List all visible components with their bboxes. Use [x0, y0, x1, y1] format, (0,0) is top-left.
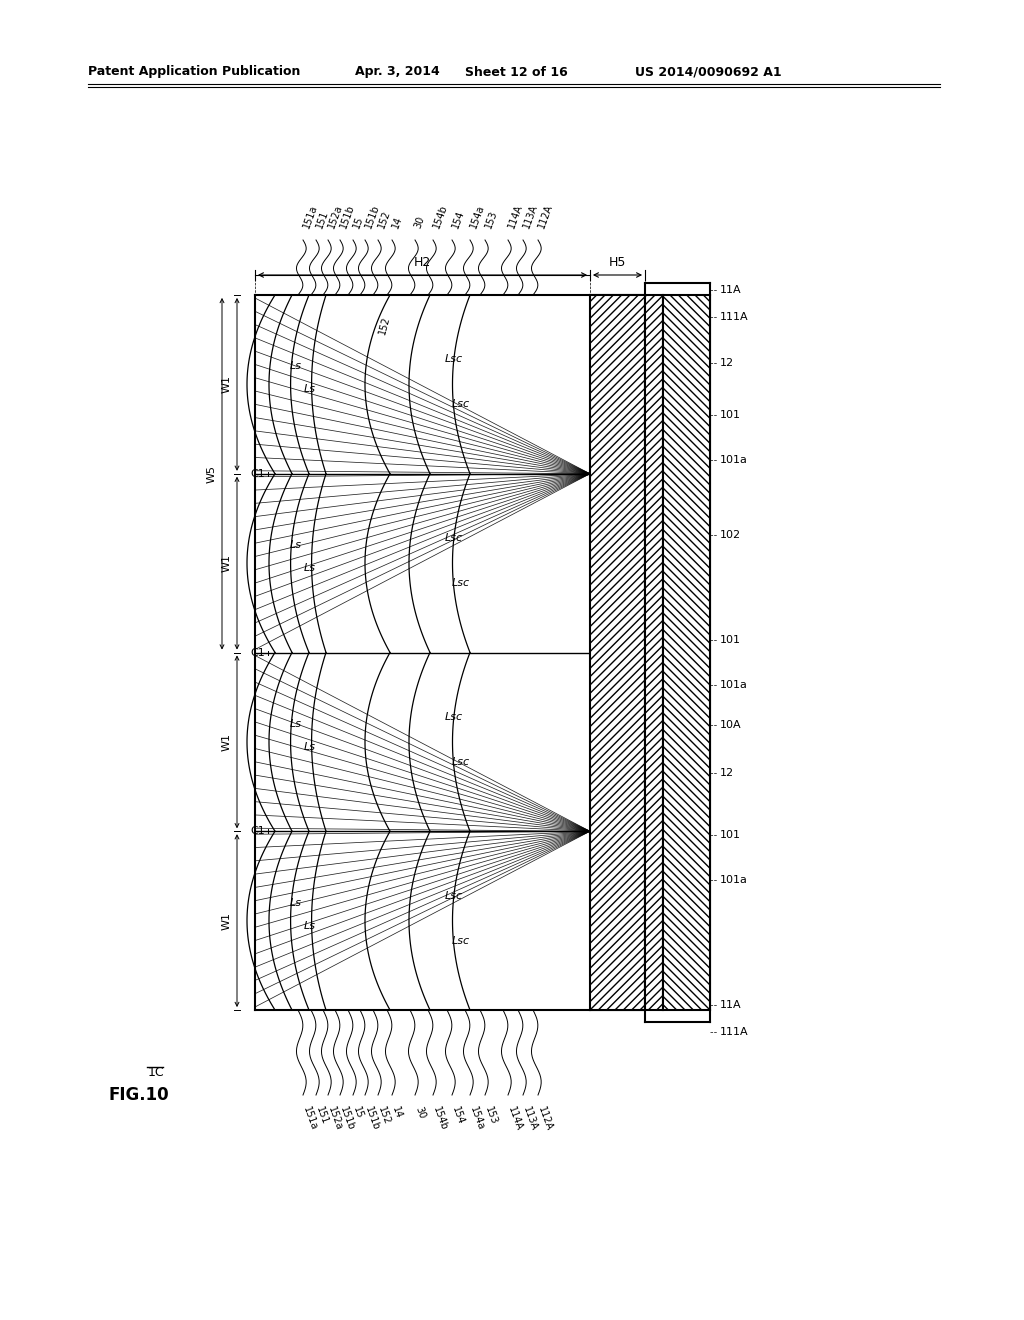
Text: 11A: 11A — [720, 1001, 741, 1010]
Text: Ls: Ls — [304, 384, 316, 395]
Text: 154: 154 — [450, 209, 466, 230]
Text: 14: 14 — [390, 1105, 403, 1119]
Text: 151: 151 — [314, 209, 330, 230]
Text: Lsc: Lsc — [445, 891, 463, 900]
Text: 152: 152 — [376, 209, 392, 230]
Text: 154b: 154b — [431, 203, 449, 230]
Text: C1: C1 — [250, 469, 265, 479]
Text: Lsc: Lsc — [445, 533, 463, 543]
Text: 30: 30 — [413, 215, 427, 230]
Text: 151a: 151a — [301, 1105, 318, 1131]
Text: US 2014/0090692 A1: US 2014/0090692 A1 — [635, 66, 781, 78]
Text: 10A: 10A — [720, 719, 741, 730]
Text: 152a: 152a — [326, 1105, 344, 1131]
Bar — [645, 294, 663, 1010]
Text: Apr. 3, 2014: Apr. 3, 2014 — [355, 66, 439, 78]
Text: 151b: 151b — [338, 1105, 356, 1131]
Text: 101: 101 — [720, 830, 741, 840]
Text: Lsc: Lsc — [452, 400, 470, 409]
Text: 154a: 154a — [468, 1105, 485, 1131]
Text: C1: C1 — [250, 648, 265, 657]
Text: Lsc: Lsc — [445, 711, 463, 722]
Text: 111A: 111A — [720, 312, 749, 322]
Text: Patent Application Publication: Patent Application Publication — [88, 66, 300, 78]
Text: Ls: Ls — [290, 362, 302, 371]
Text: 114A: 114A — [506, 1105, 524, 1133]
Text: 151b: 151b — [338, 203, 356, 230]
Text: 151: 151 — [314, 1105, 330, 1126]
Text: Ls: Ls — [304, 564, 316, 573]
Text: Lsc: Lsc — [452, 936, 470, 945]
Text: 15: 15 — [351, 1105, 365, 1121]
Text: 102: 102 — [720, 531, 741, 540]
Text: Ls: Ls — [304, 742, 316, 752]
Text: 154b: 154b — [431, 1105, 449, 1131]
Bar — [590, 294, 645, 1010]
Text: W1: W1 — [222, 912, 232, 929]
Text: 101a: 101a — [720, 455, 748, 465]
Text: H2: H2 — [414, 256, 431, 269]
Text: 112A: 112A — [536, 203, 554, 230]
Text: C1: C1 — [250, 826, 265, 837]
Text: Sheet 12 of 16: Sheet 12 of 16 — [465, 66, 567, 78]
Text: 14: 14 — [390, 215, 403, 230]
Text: FIG.10: FIG.10 — [108, 1086, 169, 1104]
Text: 30: 30 — [413, 1105, 427, 1119]
Text: 151b: 151b — [362, 1105, 381, 1131]
Text: Ls: Ls — [290, 719, 302, 729]
Text: Ls: Ls — [304, 920, 316, 931]
Text: 12: 12 — [720, 358, 734, 368]
Text: Lsc: Lsc — [445, 354, 463, 364]
Text: W1: W1 — [222, 375, 232, 393]
Text: 152a: 152a — [326, 203, 344, 230]
Text: 101a: 101a — [720, 875, 748, 884]
Text: H5: H5 — [609, 256, 627, 269]
Text: 153: 153 — [483, 1105, 499, 1126]
Text: 101a: 101a — [720, 680, 748, 690]
Text: 152: 152 — [376, 1105, 392, 1126]
Text: 11A: 11A — [720, 285, 741, 294]
Text: 1C: 1C — [148, 1065, 165, 1078]
Text: W1: W1 — [222, 554, 232, 572]
Text: 154a: 154a — [468, 203, 485, 230]
Text: 154: 154 — [450, 1105, 466, 1126]
Text: 151b: 151b — [362, 203, 381, 230]
Text: 12: 12 — [720, 768, 734, 777]
Text: W1: W1 — [222, 733, 232, 751]
Bar — [663, 294, 710, 1010]
Text: 113A: 113A — [521, 203, 539, 230]
Text: 101: 101 — [720, 411, 741, 420]
Text: 114A: 114A — [506, 203, 524, 230]
Text: 152: 152 — [377, 314, 391, 335]
Text: 153: 153 — [483, 209, 499, 230]
Text: W5: W5 — [207, 465, 217, 483]
Text: Lsc: Lsc — [452, 578, 470, 589]
Text: 112A: 112A — [536, 1105, 554, 1133]
Text: 15: 15 — [351, 215, 365, 230]
Text: 111A: 111A — [720, 1027, 749, 1038]
Text: Ls: Ls — [290, 540, 302, 550]
Text: Ls: Ls — [290, 898, 302, 908]
Text: 113A: 113A — [521, 1105, 539, 1133]
Text: 101: 101 — [720, 635, 741, 645]
Text: 151a: 151a — [301, 203, 318, 230]
Text: Lsc: Lsc — [452, 756, 470, 767]
